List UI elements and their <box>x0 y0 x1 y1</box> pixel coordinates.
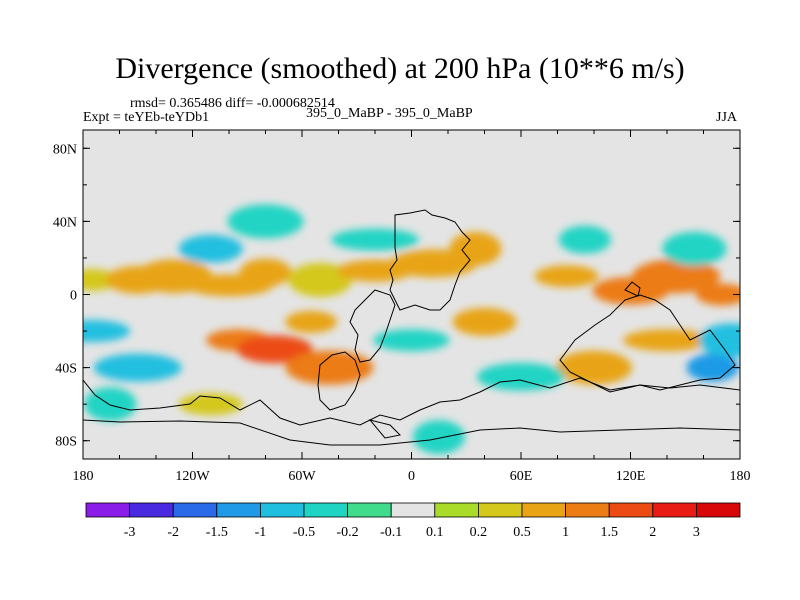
field-region <box>449 231 502 266</box>
field-region <box>632 259 721 294</box>
field-region <box>373 329 450 352</box>
colorbar-swatch <box>303 502 348 518</box>
colorbar-label: 1 <box>562 525 569 540</box>
x-tick-label: 180 <box>730 469 751 484</box>
colorbar-label: -2 <box>167 525 179 540</box>
colorbar-label: 0.1 <box>426 525 444 540</box>
colorbar-label: 3 <box>693 525 700 540</box>
colorbar-label: 0.2 <box>470 525 488 540</box>
x-tick-label: 120E <box>616 469 646 484</box>
field-region <box>93 353 182 382</box>
field-region <box>239 258 292 287</box>
field-region <box>236 335 313 364</box>
y-tick-label: 40S <box>55 362 77 377</box>
y-tick-label: 80N <box>53 142 77 157</box>
colorbar-swatch <box>347 502 392 518</box>
colorbar-swatch <box>521 502 566 518</box>
colorbar-label: 2 <box>649 525 656 540</box>
colorbar-swatch <box>696 502 741 518</box>
field-region <box>285 350 374 385</box>
colorbar-label: -0.2 <box>337 525 359 540</box>
field-region <box>412 420 465 455</box>
field-region <box>331 228 419 251</box>
colorbar-swatch <box>129 502 174 518</box>
colorbar-swatch <box>172 502 218 518</box>
cases-label: 395_0_MaBP - 395_0_MaBP <box>306 106 473 121</box>
y-tick-label: 80S <box>55 435 77 450</box>
x-tick-label: 60W <box>288 469 316 484</box>
y-tick-label: 40N <box>53 215 77 230</box>
colorbar: -3 -2 -1.5 -1 -0.5 -0.2 -0.1 0.1 0.2 0.5 1 1.5 2 3 <box>85 502 741 540</box>
field-region <box>623 329 711 352</box>
chart-title: Divergence (smoothed) at 200 hPa (10**6 … <box>115 52 685 85</box>
x-tick-label: 0 <box>408 469 415 484</box>
field-region <box>178 393 243 416</box>
colorbar-label: -0.5 <box>293 525 315 540</box>
x-tick-label: 60E <box>510 469 533 484</box>
experiment-label: Expt = teYEb-teYDb1 <box>83 110 210 125</box>
x-tick-label: 180 <box>73 469 94 484</box>
y-tick-label: 0 <box>70 289 77 304</box>
colorbar-swatch <box>565 502 610 518</box>
stats-label: rmsd= 0.365486 diff= -0.000682514 <box>130 96 335 111</box>
colorbar-label: -0.1 <box>380 525 402 540</box>
colorbar-label: -1.5 <box>206 525 228 540</box>
field-region <box>452 307 517 336</box>
colorbar-swatch <box>652 502 697 518</box>
y-axis: 80N 40N 0 40S 80S <box>53 142 740 450</box>
field-region <box>178 234 243 263</box>
colorbar-swatch <box>85 502 130 518</box>
field-region <box>84 387 137 422</box>
field-region <box>288 262 353 297</box>
field-region <box>83 320 131 343</box>
colorbar-label: -3 <box>124 525 136 540</box>
field-region <box>686 353 739 382</box>
colorbar-swatch <box>390 502 436 518</box>
colorbar-swatch <box>216 502 261 518</box>
field-region <box>285 310 338 333</box>
field-region <box>477 362 565 391</box>
colorbar-swatch <box>477 502 523 518</box>
colorbar-swatch <box>434 502 479 518</box>
field-region <box>698 323 740 358</box>
x-tick-label: 120W <box>175 469 210 484</box>
colorbar-swatch <box>608 502 654 518</box>
field-region <box>662 231 727 266</box>
colorbar-label: 0.5 <box>513 525 531 540</box>
colorbar-swatch <box>259 502 305 518</box>
season-label: JJA <box>716 110 738 125</box>
field-region <box>534 265 599 288</box>
field-region <box>556 350 632 385</box>
field-region <box>558 225 611 254</box>
colorbar-label: -1 <box>255 525 267 540</box>
x-axis: 180 120W 60W 0 60E 120E 180 <box>73 130 751 484</box>
colorbar-label: 1.5 <box>600 525 618 540</box>
coastlines <box>83 209 740 446</box>
divergence-field <box>83 204 740 455</box>
field-region <box>227 204 304 239</box>
field-region <box>695 283 740 306</box>
